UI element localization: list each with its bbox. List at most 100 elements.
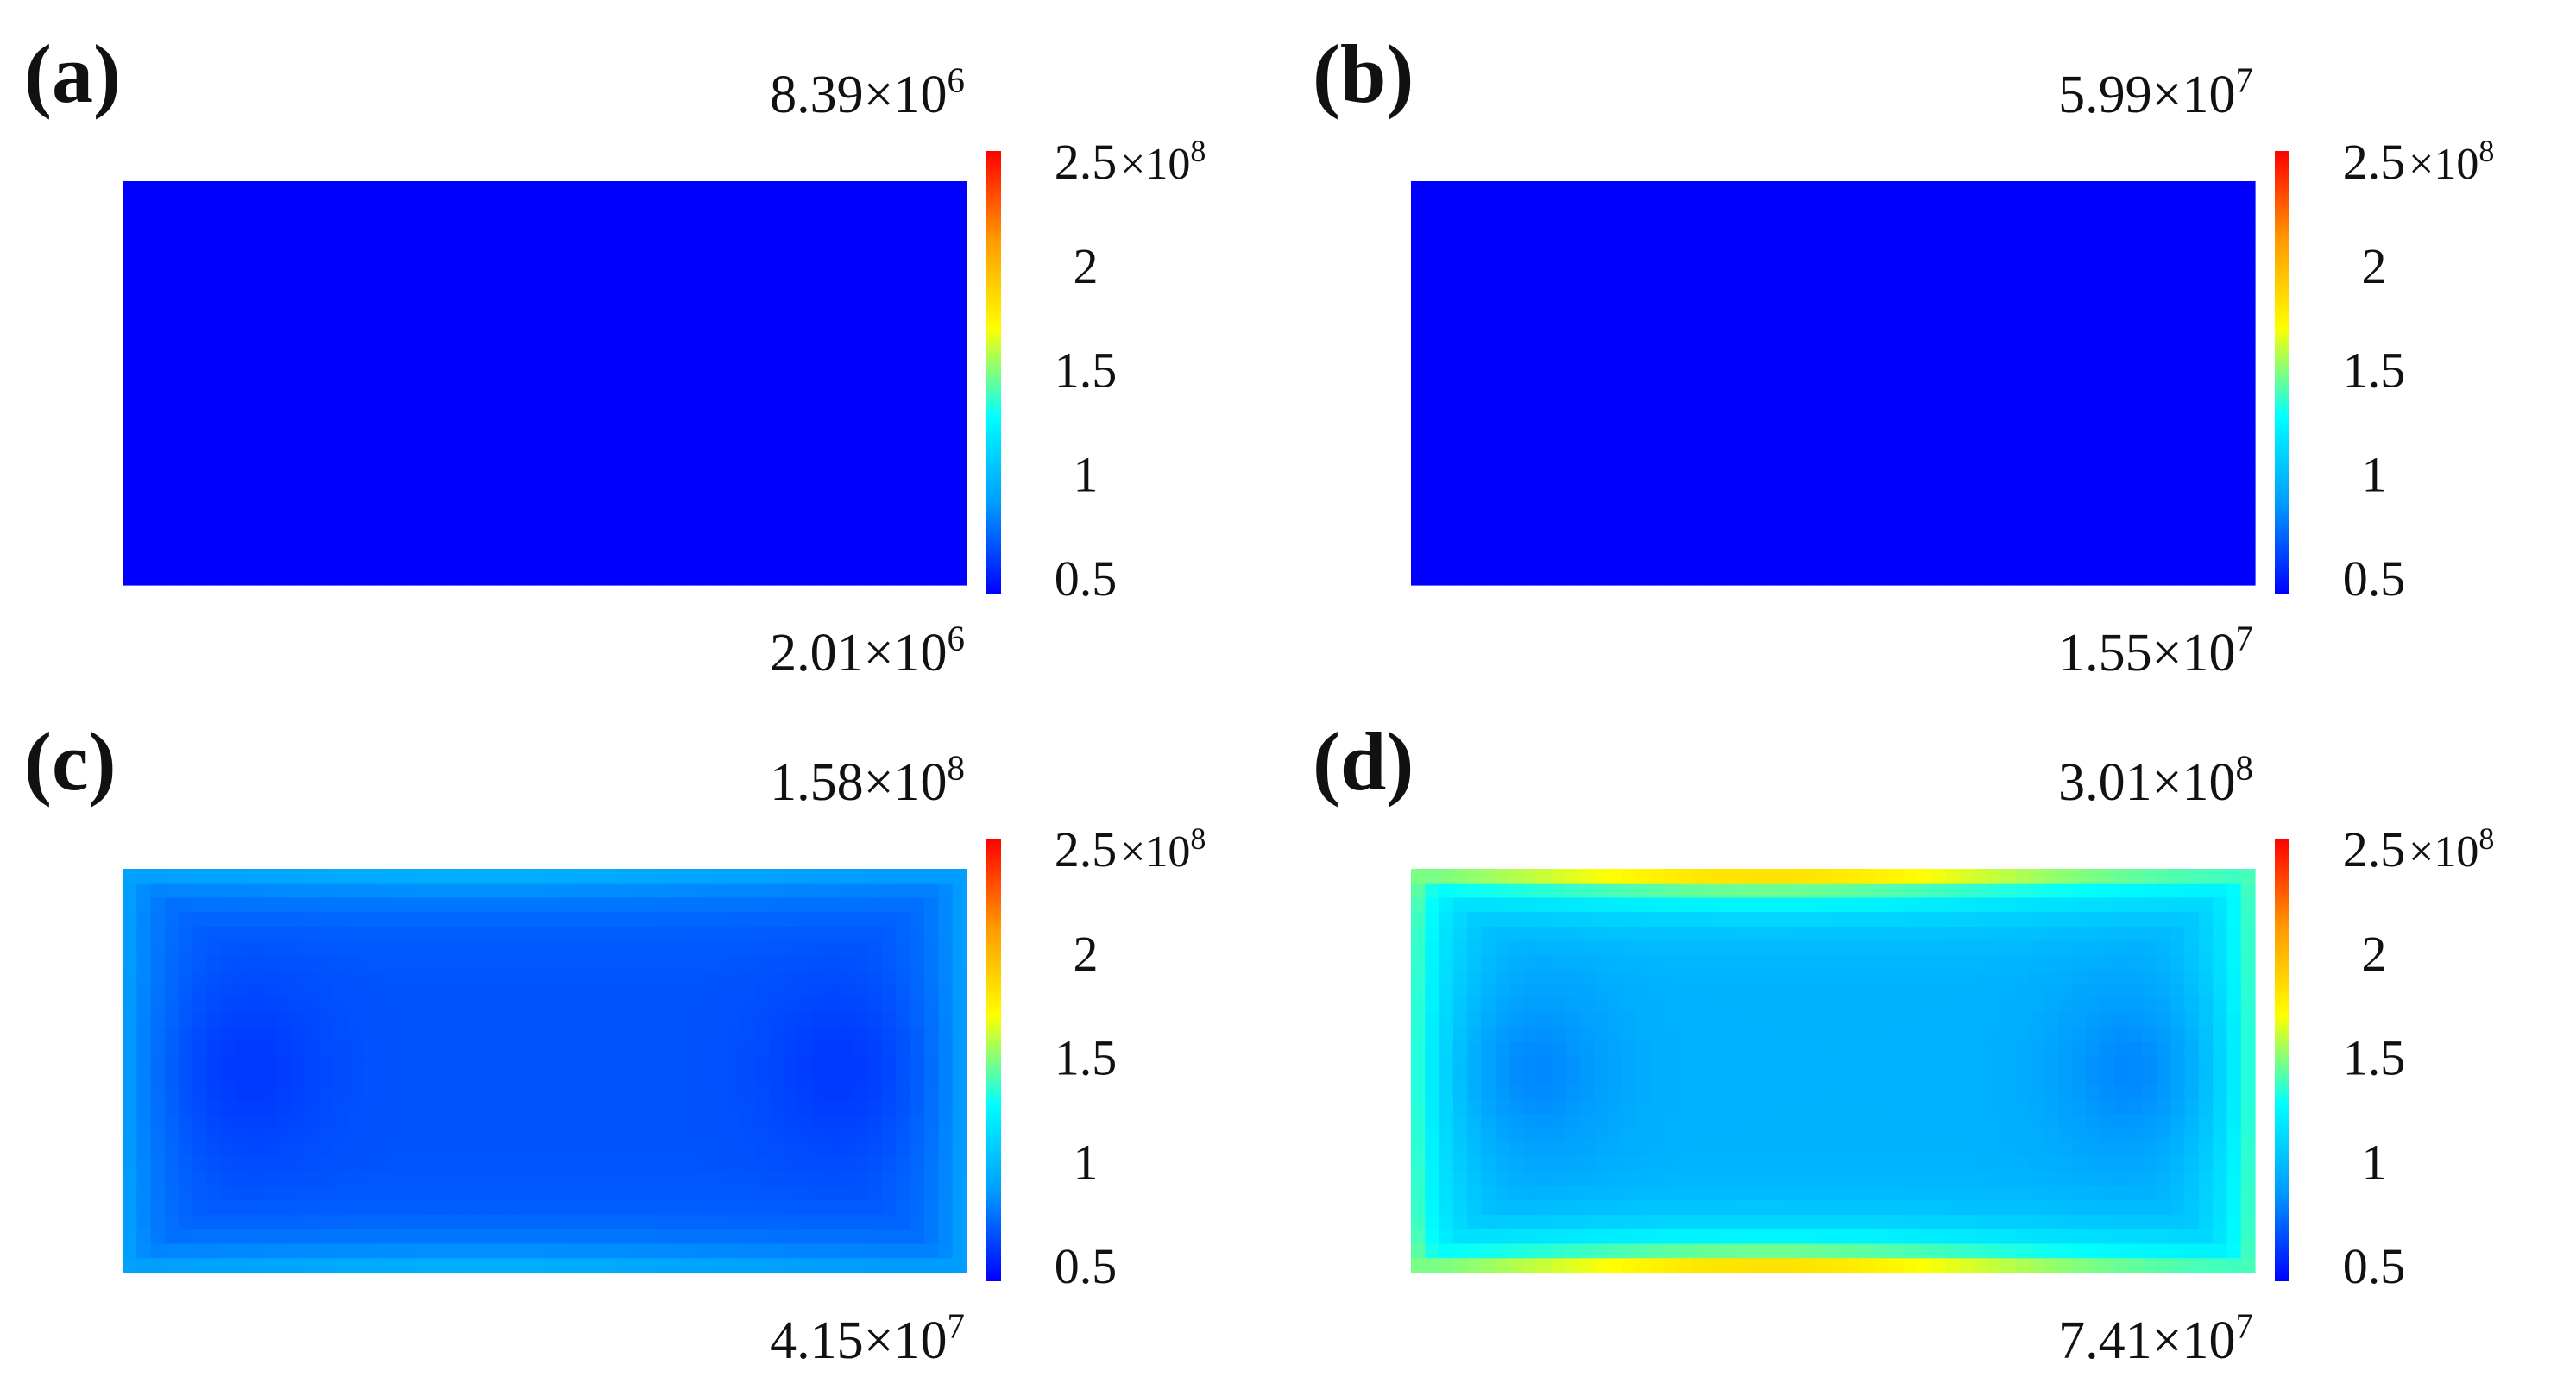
heatmap-cell [1622,541,1637,557]
heatmap-cell [418,940,433,956]
heatmap-cell [699,869,715,884]
heatmap-cell [882,1200,898,1216]
heatmap-cell [1678,181,1693,197]
heatmap-cell [431,883,447,899]
heatmap-cell [1720,210,1735,225]
heatmap-cell [853,455,869,470]
heatmap-cell [1608,440,1623,456]
heatmap-cell [1692,325,1707,341]
heatmap-cell [586,1114,601,1129]
heatmap-cell [952,426,967,442]
heatmap-cell [249,311,264,326]
heatmap-cell [755,282,771,298]
heatmap-cell [713,970,728,985]
heatmap-cell [713,1142,728,1158]
heatmap-cell [2044,426,2059,442]
heatmap-cell [741,955,757,971]
heatmap-cell [164,311,180,326]
heatmap-cell [572,570,588,586]
heatmap-cell [389,570,405,586]
heatmap-cell [249,1056,264,1072]
heatmap-cell [1889,426,1905,442]
heatmap-cell [221,869,236,884]
heatmap-cell [1818,253,1834,268]
heatmap-cell [1974,253,1988,268]
colorbar [2275,151,2289,594]
heatmap-cell [1608,455,1623,470]
heatmap-cell [1959,195,1975,211]
heatmap-cell [1452,512,1468,528]
heatmap-cell [671,224,686,240]
heatmap-cell [375,325,391,341]
heatmap-cell [2142,368,2157,384]
heatmap-cell [1706,426,1722,442]
heatmap-cell [784,570,798,586]
heatmap-cell [375,897,391,913]
heatmap-cell [1537,224,1553,240]
heatmap-cell [362,541,376,557]
heatmap-cell [1664,210,1679,225]
heatmap-cell [530,426,545,442]
heatmap-cell [235,325,250,341]
heatmap-cell [192,541,208,557]
heatmap-cell [614,883,630,899]
heatmap-cell [853,998,869,1014]
heatmap-cell [179,210,194,225]
heatmap-cell [896,955,911,971]
heatmap-cell [488,1243,503,1259]
heatmap-cell [530,1085,545,1101]
heatmap-cell [840,1185,855,1202]
heatmap-cell [418,224,433,240]
heatmap-cell [558,1071,574,1086]
heatmap-cell [2170,412,2186,427]
heatmap-cell [1804,282,1820,298]
heatmap-cell [2114,210,2129,225]
heatmap-cell [192,1185,208,1202]
heatmap-cell [840,1041,855,1057]
heatmap-cell [1748,267,1764,283]
heatmap-cell [657,412,672,427]
heatmap-cell [1692,267,1707,283]
heatmap-cell [362,354,376,369]
heatmap-cell [221,926,236,942]
heatmap-cell [2100,383,2115,399]
heatmap-cell [643,1114,658,1129]
heatmap-cell [1495,484,1510,500]
heatmap-cell [797,970,813,985]
heatmap-cell [445,998,461,1014]
heatmap-cell [1734,426,1749,442]
heatmap-cell [418,570,433,586]
heatmap-cell [1917,253,1932,268]
heatmap-cell [811,926,827,942]
heatmap-cell [431,1185,447,1202]
heatmap-cell [1537,282,1553,298]
heatmap-cell [1608,339,1623,355]
heatmap-cell [1748,512,1764,528]
heatmap-cell [572,498,588,514]
heatmap-cell [319,1142,335,1158]
heatmap-cell [938,1215,954,1230]
heatmap-cell [601,1099,616,1115]
heatmap-cell [1565,412,1581,427]
heatmap-cell [1565,238,1581,255]
heatmap-cell [488,897,503,913]
heatmap-cell [277,1056,293,1072]
heatmap-cell [1650,238,1665,255]
heatmap-cell [1650,181,1665,197]
heatmap-cell [179,912,194,928]
heatmap-cell [882,311,898,326]
heatmap-cell [755,1128,771,1144]
heatmap-cell [1565,253,1581,268]
heatmap-cell [545,926,559,942]
heatmap-cell [460,1142,476,1158]
heatmap-cell [2072,484,2087,500]
heatmap-cell [445,912,461,928]
heatmap-cell [2015,181,2031,197]
heatmap-cell [291,570,306,586]
heatmap-cell [657,1200,672,1216]
heatmap-cell [699,238,715,255]
heatmap-cell [1481,210,1496,225]
heatmap-cell [305,412,320,427]
heatmap-cell [291,1200,306,1216]
heatmap-cell [840,1114,855,1129]
